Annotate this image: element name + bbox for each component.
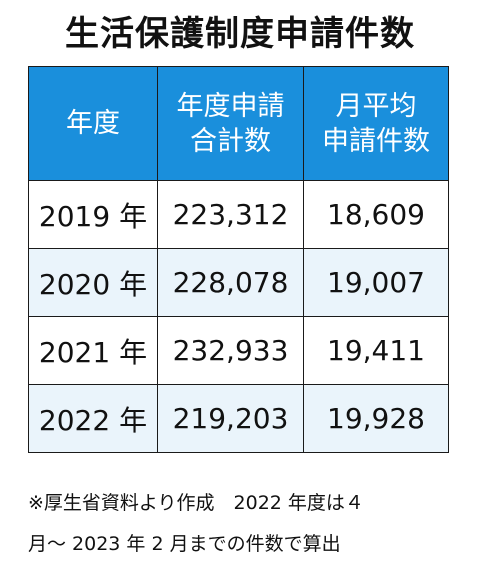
data-table: 年度 年度申請 合計数 月平均 申請件数 2019 年 223,312 18,6…	[28, 66, 449, 453]
table-row: 2022 年 219,203 19,928	[28, 384, 449, 453]
cell-year: 2021 年	[28, 316, 158, 385]
header-monthly-average-line2: 申請件数	[322, 125, 430, 157]
cell-annual-total: 219,203	[157, 384, 304, 453]
page-title: 生活保護制度申請件数	[65, 14, 415, 54]
header-year-label: 年度	[66, 108, 120, 139]
table-row: 2020 年 228,078 19,007	[28, 248, 449, 317]
source-note-line-2: 月～ 2023 年 2 月までの件数で算出	[28, 533, 341, 555]
table-row: 2021 年 232,933 19,411	[28, 316, 449, 385]
cell-year: 2022 年	[28, 384, 158, 453]
cell-monthly-average: 19,411	[303, 316, 449, 385]
header-row: 年度 年度申請 合計数 月平均 申請件数	[28, 66, 449, 181]
cell-year: 2020 年	[28, 248, 158, 317]
cell-monthly-average: 18,609	[303, 180, 449, 249]
cell-annual-total: 232,933	[157, 316, 304, 385]
cell-monthly-average: 19,928	[303, 384, 449, 453]
header-year: 年度	[28, 66, 158, 181]
header-annual-total-line1: 年度申請	[176, 90, 285, 122]
table-row: 2019 年 223,312 18,609	[28, 180, 449, 249]
header-monthly-average: 月平均 申請件数	[303, 66, 449, 181]
source-note-line-1: ※厚生省資料より作成 2022 年度は４	[28, 492, 364, 514]
cell-year: 2019 年	[28, 180, 158, 249]
header-monthly-average-line1: 月平均	[335, 90, 417, 122]
cell-annual-total: 223,312	[157, 180, 304, 249]
header-annual-total: 年度申請 合計数	[157, 66, 304, 181]
cell-monthly-average: 19,007	[303, 248, 449, 317]
cell-annual-total: 228,078	[157, 248, 304, 317]
header-annual-total-line2: 合計数	[190, 125, 271, 157]
